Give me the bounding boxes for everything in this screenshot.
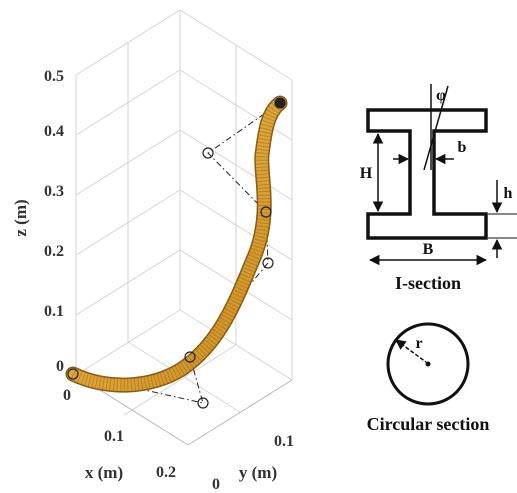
tick-label: 0.2 bbox=[44, 243, 64, 260]
z-axis-label: z (m) bbox=[11, 199, 30, 236]
control-polygon bbox=[72, 102, 281, 404]
circular-section-caption: Circular section bbox=[367, 414, 490, 434]
B-label: B bbox=[423, 241, 434, 258]
control-point bbox=[197, 397, 209, 409]
i-section-diagram: φ H b h B I-section bbox=[360, 84, 517, 293]
b-label: b bbox=[458, 139, 467, 156]
circle-outline bbox=[386, 322, 470, 406]
tick-label: 0 bbox=[212, 476, 220, 493]
control-point bbox=[260, 206, 272, 218]
circle-center bbox=[425, 361, 431, 367]
tick-label: 0 bbox=[56, 358, 64, 375]
y-axis-label: y (m) bbox=[239, 463, 277, 482]
tick-label: 0.1 bbox=[104, 428, 124, 445]
control-point bbox=[184, 351, 196, 363]
H-label: H bbox=[360, 165, 373, 182]
tick-label: 0.1 bbox=[44, 303, 64, 320]
h-label: h bbox=[504, 185, 513, 202]
control-point bbox=[67, 368, 79, 380]
x-axis-ticks: 0 0.1 0.2 bbox=[63, 387, 176, 481]
y-axis-ticks: 00.1 bbox=[212, 433, 294, 493]
tick-label: 0.5 bbox=[44, 68, 64, 85]
axes-grid bbox=[75, 9, 293, 446]
control-point bbox=[202, 147, 214, 159]
i-section-caption: I-section bbox=[395, 273, 461, 293]
circular-section-diagram: r Circular section bbox=[367, 322, 490, 434]
z-axis-ticks: 0 0.1 0.2 0.3 0.4 0.5 bbox=[44, 68, 64, 375]
i-section-outline bbox=[366, 108, 488, 240]
rod-texture bbox=[70, 98, 285, 392]
r-label: r bbox=[415, 335, 422, 352]
control-point bbox=[262, 257, 274, 269]
rod-surface bbox=[67, 97, 286, 392]
tick-label: 0.3 bbox=[44, 183, 64, 200]
tick-label: 0.2 bbox=[156, 464, 176, 481]
tick-label: 0.4 bbox=[44, 123, 64, 140]
tick-label: 0.1 bbox=[274, 433, 294, 450]
tick-label: 0 bbox=[63, 387, 71, 404]
phi-label: φ bbox=[436, 87, 446, 104]
rod-curve bbox=[65, 95, 288, 393]
control-point bbox=[274, 97, 286, 109]
control-points bbox=[67, 97, 286, 409]
x-axis-label: x (m) bbox=[85, 463, 123, 482]
